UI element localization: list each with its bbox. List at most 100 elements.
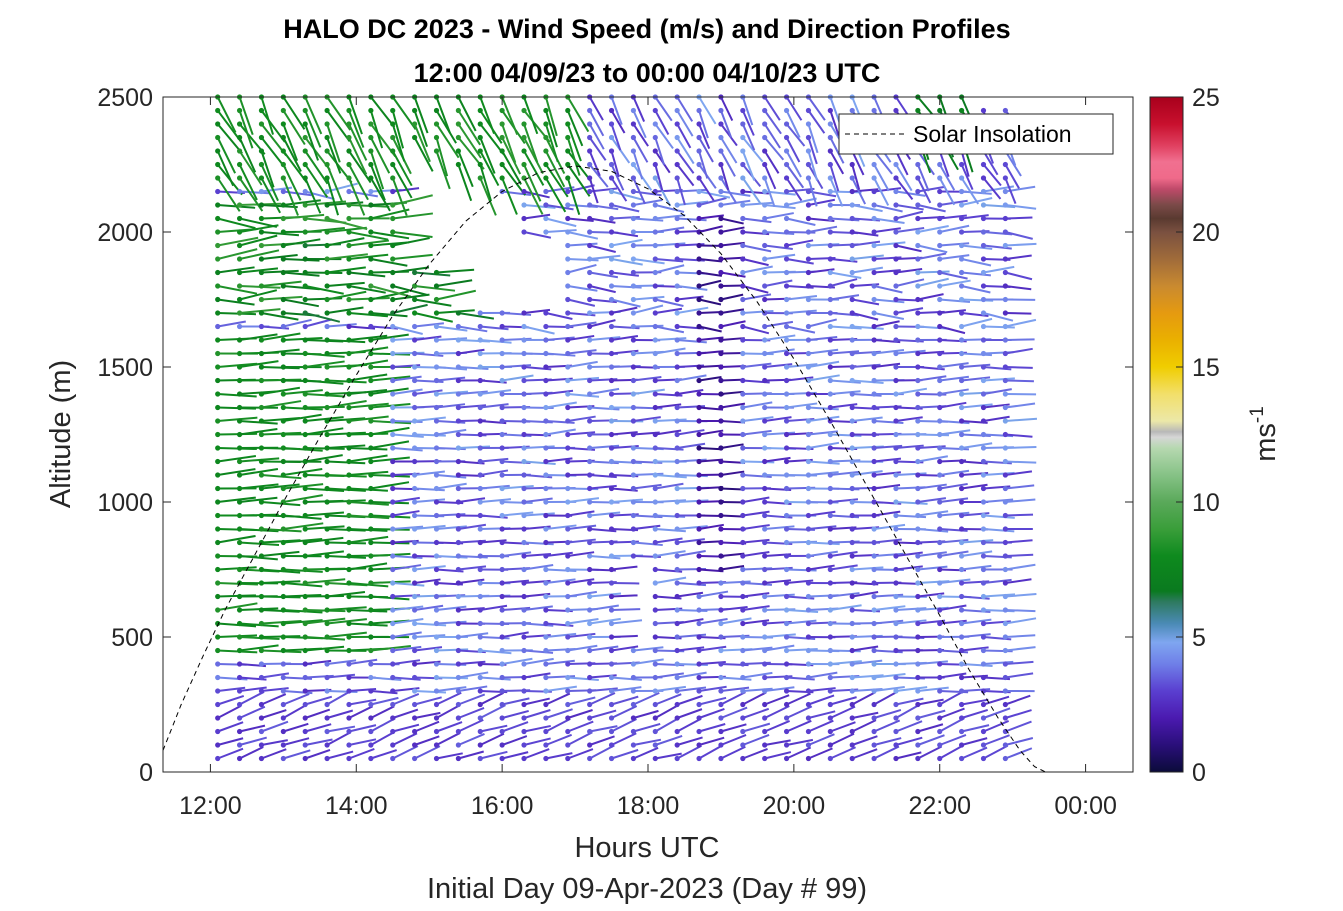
wind-barb-dot [543,121,549,127]
wind-barb-dot [827,674,833,681]
wind-barb-dot [937,418,943,424]
wind-barb-dot [805,580,812,586]
wind-barb-dot [740,553,746,559]
wind-barb [718,121,738,147]
wind-barb-dot [740,188,746,195]
wind-barb [587,319,616,330]
wind-barb-dot [543,755,549,762]
wind-barb-dot [959,755,965,762]
wind-barb-shaft [720,390,744,395]
wind-barb-dot [412,607,418,613]
wind-barb [915,497,947,505]
wind-barb [587,121,605,150]
wind-barb [412,470,445,478]
wind-barb-dot [783,242,790,249]
wind-barb-dot [368,404,374,411]
wind-barb-dot [783,647,790,654]
wind-barb-dot [236,215,243,222]
wind-barb [937,224,970,235]
wind-barb-dot [412,728,418,735]
wind-barb-shaft [808,460,840,465]
wind-barb [433,107,457,144]
wind-barb-shaft [852,566,884,571]
wind-barb-shaft [239,690,265,706]
wind-barb-dot [915,377,921,384]
wind-barb [390,229,433,238]
wind-barb-shaft [436,752,463,760]
wind-barb-shaft [632,96,646,122]
wind-barb-dot [652,593,658,600]
wind-barb-shaft [852,470,883,476]
wind-barb [521,697,550,708]
wind-barb-dot [849,715,855,721]
wind-barb [521,202,556,209]
wind-barb-dot [959,728,965,735]
wind-barb-dot [849,458,855,465]
wind-barb-dot [827,512,833,519]
wind-barb-dot [368,229,374,235]
wind-barb [280,389,323,397]
wind-barb [762,253,796,262]
wind-barb [587,283,616,294]
wind-barb [652,482,684,492]
wind-barb [236,746,264,762]
wind-barb-dot [630,107,637,114]
wind-barb-shaft [895,619,927,625]
wind-barb-dot [718,512,724,519]
wind-barb-dot [302,148,308,154]
wind-barb-shaft [479,704,506,719]
wind-barb [543,107,558,148]
wind-barb [740,134,764,163]
wind-barb-dot [630,701,637,708]
wind-barb-dot [258,499,265,505]
wind-barb-shaft [217,534,256,544]
wind-barb-dot [390,499,396,505]
wind-barb [412,121,431,163]
wind-barb-dot [258,634,265,640]
wind-barb [521,605,553,613]
wind-barb-dot [390,620,396,627]
wind-barb [959,724,990,735]
wind-barb-dot [608,148,615,154]
wind-barb-dot [937,512,943,519]
wind-barb [565,334,595,343]
wind-barb-dot [805,715,812,721]
wind-barb-shaft [829,164,840,192]
wind-barb-dot [433,472,440,478]
wind-barb-dot [390,283,396,289]
wind-barb-dot [455,377,461,384]
wind-barb [346,620,388,627]
wind-barb [959,709,989,721]
wind-barb-shaft [873,227,901,233]
wind-barb-dot [324,175,330,181]
wind-barb-dot [608,458,615,465]
wind-barb-dot [871,485,877,492]
wind-barb-shaft [588,163,609,188]
wind-barb-dot [302,364,308,370]
wind-barb-dot [937,580,943,586]
wind-barb-dot [390,391,396,397]
wind-barb-shaft [567,497,600,503]
wind-barb-dot [302,242,308,249]
wind-barb-shaft [217,676,248,681]
wind-barb [893,565,923,573]
wind-barb [674,525,708,532]
wind-barb-dot [608,202,615,208]
wind-barb-dot [433,431,440,438]
wind-barb-dot [258,364,265,370]
wind-barb-shaft [348,582,389,588]
wind-barb-shaft [216,150,235,187]
wind-barb-shaft [939,469,970,476]
wind-barb [499,697,530,708]
wind-barb-dot [477,742,483,748]
wind-barb-dot [236,202,243,208]
wind-barb [346,346,389,357]
wind-barb [390,303,428,316]
wind-barb-dot [608,499,615,505]
wind-barb-dot [652,310,658,316]
wind-barb [762,633,796,640]
wind-barb-dot [390,688,396,694]
wind-barb-shaft [873,708,902,719]
wind-barb-shaft [939,538,969,544]
wind-barb [652,512,686,519]
